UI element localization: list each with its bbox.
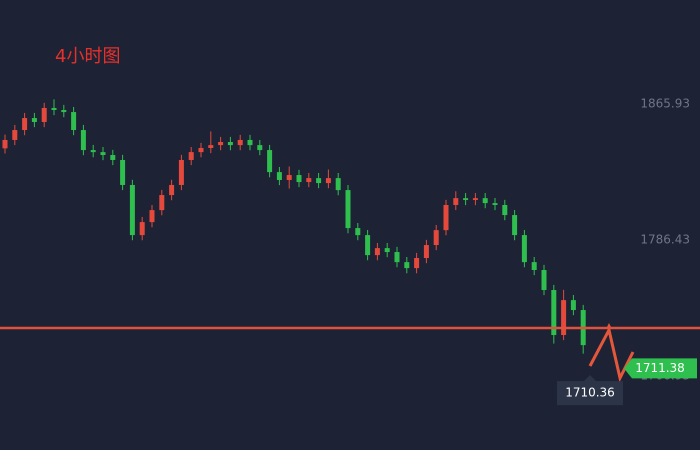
candle-body bbox=[257, 145, 263, 151]
candle-body bbox=[198, 148, 204, 153]
candle-body bbox=[453, 198, 459, 205]
y-tick-label: 1786.43 bbox=[640, 233, 690, 247]
candle-body bbox=[482, 198, 488, 204]
candle-body bbox=[384, 248, 390, 253]
candle-body bbox=[521, 235, 527, 263]
candle-body bbox=[80, 130, 86, 151]
candle-body bbox=[276, 172, 282, 180]
candle-body bbox=[443, 204, 449, 231]
candle-body bbox=[492, 203, 498, 205]
candle-body bbox=[512, 215, 518, 236]
candle-body bbox=[423, 245, 429, 259]
candle-body bbox=[139, 222, 145, 236]
candle-body bbox=[531, 262, 537, 270]
price-tag bbox=[624, 358, 697, 379]
candle-body bbox=[365, 235, 371, 256]
candle-body bbox=[12, 130, 18, 140]
candle-body bbox=[169, 184, 175, 196]
candle-body bbox=[570, 300, 576, 311]
annotation-arrow bbox=[588, 325, 635, 383]
candle-body bbox=[237, 139, 243, 146]
candle-body bbox=[335, 178, 341, 191]
candle-body bbox=[51, 107, 57, 111]
candle-body bbox=[404, 262, 410, 269]
candle-body bbox=[61, 110, 67, 113]
candle-body bbox=[541, 270, 547, 291]
candle-body bbox=[159, 195, 165, 211]
candle-body bbox=[345, 190, 351, 229]
candle-body bbox=[22, 118, 28, 131]
candle-body bbox=[71, 112, 77, 131]
candle-body bbox=[316, 178, 322, 184]
candle-body bbox=[551, 290, 557, 336]
candle-body bbox=[306, 178, 312, 183]
candle-body bbox=[149, 210, 155, 223]
candle-body bbox=[41, 107, 47, 122]
tooltip-box bbox=[557, 375, 623, 406]
candle-body bbox=[110, 155, 116, 160]
candle-body bbox=[414, 258, 420, 269]
candle-body bbox=[296, 175, 302, 183]
candle-body bbox=[394, 252, 400, 263]
candle-body bbox=[2, 139, 8, 149]
candle-body bbox=[129, 184, 135, 236]
candle-body bbox=[218, 142, 224, 146]
low-label: 1710.36 bbox=[565, 386, 615, 400]
chart-title: 4小时图 bbox=[55, 46, 120, 67]
y-tick-label: 1865.93 bbox=[640, 96, 690, 110]
candle-body bbox=[90, 150, 96, 153]
candle-body bbox=[472, 198, 478, 201]
candle-body bbox=[463, 198, 469, 201]
candle-body bbox=[267, 150, 273, 173]
candle-body bbox=[100, 152, 106, 156]
candle-body bbox=[247, 139, 253, 146]
candle-body bbox=[31, 118, 37, 122]
candle-body bbox=[355, 228, 361, 236]
candle-body bbox=[188, 152, 194, 160]
candle-body bbox=[374, 248, 380, 256]
price-tag-label: 1711.38 bbox=[635, 361, 685, 375]
candle-body bbox=[286, 175, 292, 180]
candle-body bbox=[227, 142, 233, 146]
candle-body bbox=[325, 178, 331, 184]
candle-body bbox=[502, 204, 508, 216]
candle-body bbox=[561, 300, 567, 336]
candle-body bbox=[433, 230, 439, 246]
candle-body bbox=[178, 159, 184, 185]
candle-body bbox=[120, 159, 126, 185]
candle-body bbox=[208, 145, 214, 149]
